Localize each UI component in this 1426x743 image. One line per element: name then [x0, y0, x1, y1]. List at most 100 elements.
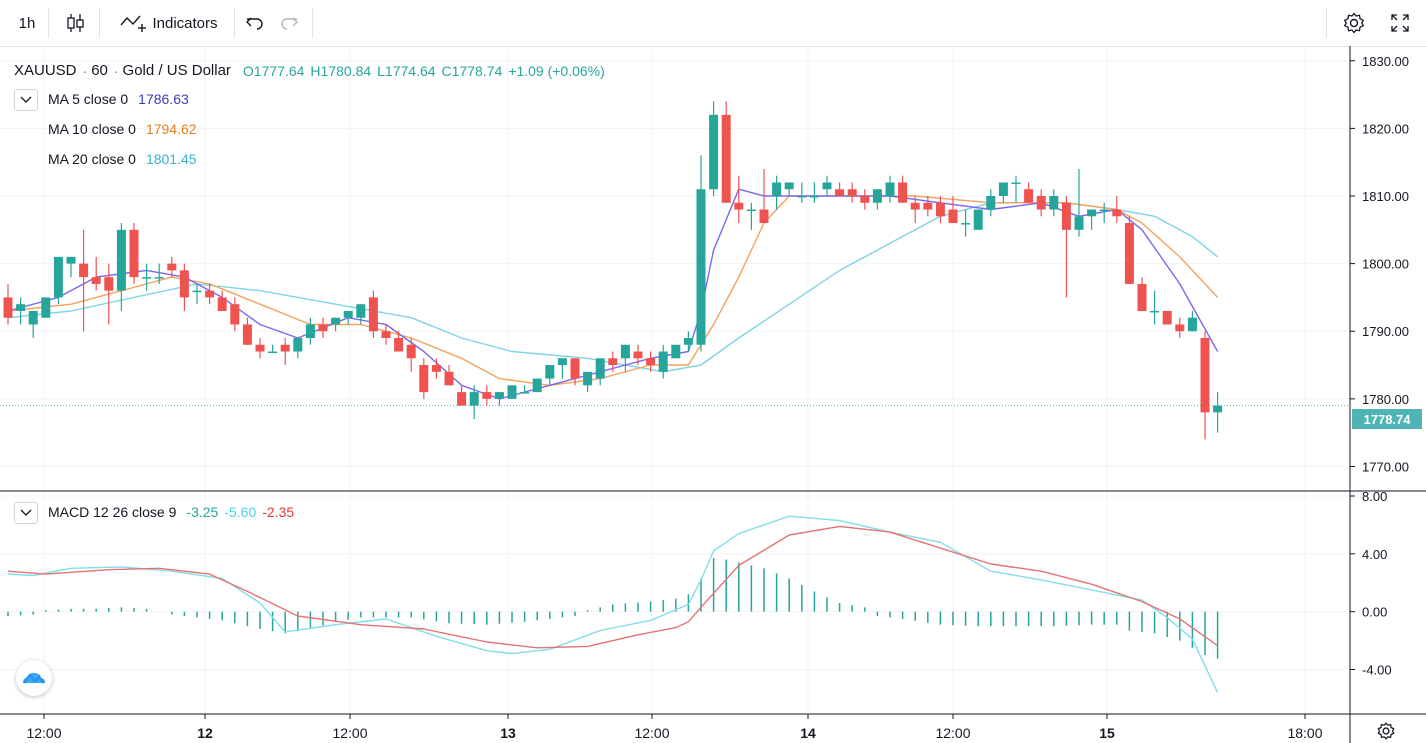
- time-tick-label: 12:00: [332, 725, 367, 741]
- time-tick-label: 12:00: [26, 725, 61, 741]
- ma20-line: [7, 202, 1219, 373]
- time-tick-label: 12: [197, 725, 213, 741]
- candle-body: [658, 351, 668, 372]
- candle-body: [469, 392, 479, 406]
- time-tick-label: 13: [500, 725, 516, 741]
- instrument-name: Gold / US Dollar: [122, 62, 231, 79]
- fullscreen-icon: [1391, 14, 1409, 32]
- candle-body: [734, 202, 744, 210]
- candle-body: [923, 202, 933, 210]
- indicators-icon: [120, 15, 147, 32]
- ma10-value: 1794.62: [145, 121, 197, 137]
- ma5-value: 1786.63: [138, 91, 189, 107]
- candle-body: [809, 196, 819, 198]
- candle-body: [520, 392, 530, 394]
- candle-body: [721, 114, 731, 203]
- candle-body: [394, 338, 404, 352]
- candle-body: [910, 202, 920, 210]
- candle-body: [1150, 310, 1160, 313]
- macd-hist-value: -3.25: [186, 504, 219, 520]
- candle-body: [167, 263, 177, 271]
- candle-body: [79, 263, 89, 278]
- candle-body: [620, 344, 630, 359]
- candle-body: [104, 277, 114, 291]
- candlestick-series: [3, 101, 1223, 440]
- candle-body: [255, 344, 265, 352]
- macd-signal-value: -2.35: [262, 504, 295, 520]
- settings-button[interactable]: [1336, 0, 1372, 46]
- redo-icon: [281, 17, 298, 30]
- candle-body: [205, 290, 215, 298]
- candle-body: [1099, 209, 1109, 212]
- fullscreen-button[interactable]: [1382, 0, 1418, 46]
- candle-body: [1024, 189, 1034, 203]
- candle-body: [986, 196, 996, 210]
- candle-body: [633, 351, 643, 359]
- candle-body: [1049, 196, 1059, 210]
- chart-grid: [0, 46, 1350, 714]
- candle-body: [784, 182, 794, 190]
- ma5-label: MA 5 close 0: [48, 91, 129, 107]
- candle-body: [835, 189, 845, 196]
- macd-signal-line: [7, 525, 1219, 649]
- candle-body: [230, 304, 240, 325]
- collapse-macd-legend-button[interactable]: [14, 502, 38, 524]
- axis-labels: 1830.00 1820.00 1810.00 1800.00 1790.00 1780.…: [26, 54, 1409, 741]
- interval-button[interactable]: 1h: [18, 14, 36, 32]
- ma20-legend[interactable]: MA 20 close 0 1801.45: [48, 151, 203, 167]
- chart-type-candles-button[interactable]: [55, 0, 95, 46]
- candle-body: [1137, 283, 1147, 311]
- ma5-legend[interactable]: MA 5 close 0 1786.63: [48, 91, 195, 107]
- redo-button[interactable]: [274, 0, 304, 46]
- toolbar-divider: [234, 8, 235, 38]
- candle-body: [1074, 216, 1084, 230]
- candle-body: [709, 114, 719, 190]
- candle-body: [583, 371, 593, 386]
- candle-body: [998, 182, 1008, 196]
- toolbar-divider: [99, 8, 100, 38]
- tradingview-logo[interactable]: [16, 660, 52, 696]
- candle-body: [293, 338, 303, 352]
- candle-body: [331, 317, 341, 325]
- candle-body: [545, 365, 555, 379]
- macd-legend[interactable]: MACD 12 26 close 9 -3.25 -5.60 -2.35: [48, 504, 300, 520]
- candle-body: [494, 392, 504, 399]
- ma20-label: MA 20 close 0: [48, 151, 136, 167]
- candle-body: [885, 182, 895, 196]
- time-tick-label: 12:00: [935, 725, 970, 741]
- candle-body: [822, 182, 832, 190]
- undo-button[interactable]: [240, 0, 270, 46]
- candle-body: [595, 358, 605, 379]
- candle-body: [41, 297, 51, 318]
- candle-body: [1162, 310, 1172, 325]
- candle-body: [746, 209, 756, 212]
- indicators-button[interactable]: Indicators: [106, 0, 230, 46]
- candle-body: [482, 392, 492, 399]
- candle-body: [1124, 223, 1134, 284]
- ma10-legend[interactable]: MA 10 close 0 1794.62: [48, 121, 203, 137]
- toolbar-divider: [312, 8, 313, 38]
- price-axes: [0, 46, 1426, 743]
- candle-body: [1213, 405, 1223, 413]
- candle-body: [318, 324, 328, 332]
- low-value: L1774.64: [377, 62, 436, 79]
- collapse-legend-button[interactable]: [14, 89, 38, 111]
- candle-body: [671, 344, 681, 359]
- price-tick-label: 1810.00: [1362, 189, 1409, 204]
- macd-line-value: -5.60: [224, 504, 257, 520]
- candle-body: [179, 270, 189, 298]
- candle-body: [66, 256, 76, 264]
- chevron-down-icon: [20, 509, 32, 516]
- candle-body: [646, 358, 656, 366]
- candle-body: [847, 189, 857, 196]
- symbol-name[interactable]: XAUUSD: [14, 62, 77, 79]
- candle-body: [217, 297, 227, 311]
- time-tick-label: 14: [800, 725, 816, 741]
- candle-body: [570, 358, 580, 379]
- axis-settings-button[interactable]: [1374, 719, 1398, 743]
- macd-pane: [7, 515, 1219, 693]
- price-tick-label: 1820.00: [1362, 121, 1409, 136]
- candle-body: [192, 290, 202, 293]
- candle-body: [53, 256, 63, 298]
